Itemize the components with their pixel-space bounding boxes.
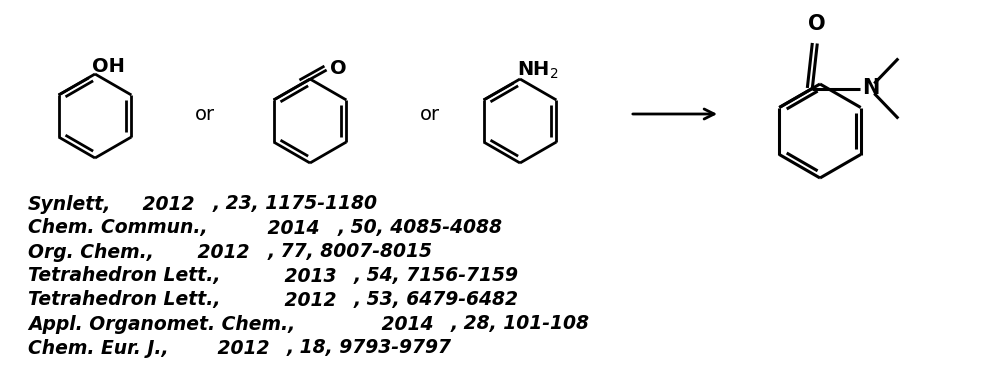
- Text: O: O: [808, 14, 826, 34]
- Text: 2014: 2014: [261, 218, 320, 237]
- Text: , 54, 7156-7159: , 54, 7156-7159: [354, 266, 519, 286]
- Text: Chem. Commun.,: Chem. Commun.,: [28, 218, 208, 237]
- Text: 2012: 2012: [278, 291, 336, 310]
- Text: , 77, 8007-8015: , 77, 8007-8015: [267, 242, 432, 261]
- Text: 2012: 2012: [136, 195, 195, 213]
- Text: , 50, 4085-4088: , 50, 4085-4088: [337, 218, 502, 237]
- Text: 2012: 2012: [191, 242, 250, 261]
- Text: 2012: 2012: [211, 339, 269, 357]
- Text: 2014: 2014: [375, 315, 434, 334]
- Text: , 18, 9793-9797: , 18, 9793-9797: [287, 339, 452, 357]
- Text: O: O: [330, 59, 346, 78]
- Text: N: N: [862, 78, 880, 98]
- Text: Tetrahedron Lett.,: Tetrahedron Lett.,: [28, 266, 220, 286]
- Text: 2013: 2013: [278, 266, 336, 286]
- Text: NH$_2$: NH$_2$: [517, 60, 558, 81]
- Text: or: or: [195, 105, 215, 124]
- Text: Appl. Organomet. Chem.,: Appl. Organomet. Chem.,: [28, 315, 295, 334]
- Text: or: or: [420, 105, 440, 124]
- Text: Org. Chem.,: Org. Chem.,: [28, 242, 154, 261]
- Text: , 53, 6479-6482: , 53, 6479-6482: [354, 291, 519, 310]
- Text: OH: OH: [92, 57, 125, 76]
- Text: Synlett,: Synlett,: [28, 195, 111, 213]
- Text: , 28, 101-108: , 28, 101-108: [451, 315, 590, 334]
- Text: Tetrahedron Lett.,: Tetrahedron Lett.,: [28, 291, 220, 310]
- Text: Chem. Eur. J.,: Chem. Eur. J.,: [28, 339, 169, 357]
- Text: , 23, 1175-1180: , 23, 1175-1180: [212, 195, 377, 213]
